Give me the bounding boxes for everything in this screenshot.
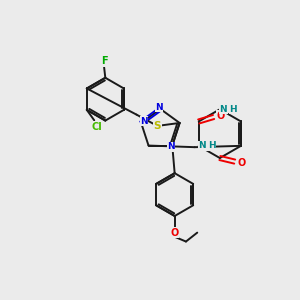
Text: O: O: [216, 110, 224, 121]
Text: S: S: [154, 121, 161, 131]
Text: N: N: [167, 142, 175, 151]
Text: N: N: [220, 105, 227, 114]
Text: H: H: [208, 141, 215, 150]
Text: N: N: [199, 141, 206, 150]
Text: N: N: [140, 117, 148, 126]
Text: H: H: [230, 105, 237, 114]
Text: O: O: [170, 228, 179, 238]
Text: O: O: [237, 158, 245, 168]
Text: Cl: Cl: [92, 122, 103, 132]
Text: F: F: [101, 56, 107, 66]
Text: N: N: [155, 103, 163, 112]
